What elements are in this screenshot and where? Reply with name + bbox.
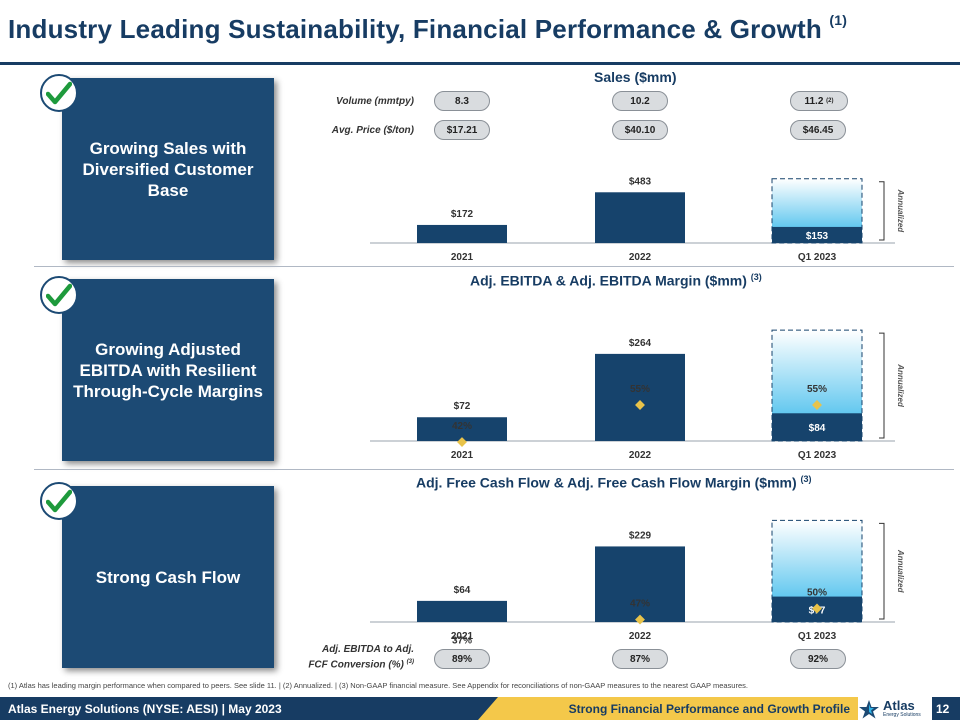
checkmark-icon: [40, 74, 78, 112]
price-pill-2022: $40.10: [612, 120, 668, 140]
footnote: (1) Atlas has leading margin performance…: [8, 681, 748, 690]
section-panel-sales: Growing Sales with Diversified Customer …: [62, 78, 274, 260]
section-divider: [34, 469, 954, 470]
x-tick-label: 2021: [451, 631, 474, 642]
annualized-bracket: [879, 332, 885, 439]
page-title: Industry Leading Sustainability, Financi…: [8, 12, 848, 44]
price-pill-q1-2023: $46.45: [790, 120, 846, 140]
title-divider: [0, 62, 960, 65]
conversion-pill-q1-2023: 92%: [790, 649, 846, 669]
x-tick-label: Q1 2023: [798, 631, 837, 642]
margin-label: 47%: [630, 599, 650, 610]
checkmark-icon: [40, 482, 78, 520]
section-panel-ebitda: Growing Adjusted EBITDA with Resilient T…: [62, 279, 274, 461]
conversion-row-label: Adj. EBITDA to Adj. FCF Conversion (%) (3…: [308, 644, 414, 671]
annualized-label: Annualized: [896, 363, 905, 408]
section-label-ebitda: Growing Adjusted EBITDA with Resilient T…: [73, 339, 263, 401]
bar-value-label: $172: [451, 209, 474, 220]
star-icon: [859, 699, 879, 718]
section-label-cashflow: Strong Cash Flow: [95, 567, 241, 587]
bar-2021: [417, 600, 507, 622]
fcf-chart-title: Adj. Free Cash Flow & Adj. Free Cash Flo…: [416, 474, 812, 491]
x-tick-label: Q1 2023: [798, 450, 837, 461]
bar-value-label: $153: [806, 231, 829, 242]
annualized-bracket: [879, 181, 885, 241]
margin-label: 42%: [452, 421, 472, 432]
page-number: 12: [936, 702, 950, 716]
volume-pill-2022: 10.2: [612, 91, 668, 111]
margin-label: 55%: [630, 384, 650, 395]
x-tick-label: 2021: [451, 450, 474, 461]
conversion-pill-2022: 87%: [612, 649, 668, 669]
sales-chart-title: Sales ($mm): [594, 69, 677, 85]
annualized-bracket: [879, 522, 885, 620]
bar-2022: [595, 546, 685, 622]
bar-q1-2023: [772, 226, 862, 243]
section-label-sales: Growing Sales with Diversified Customer …: [82, 138, 254, 200]
checkmark-icon: [40, 276, 78, 314]
annualized-label: Annualized: [896, 549, 905, 594]
volume-row-label: Volume (mmtpy): [336, 96, 414, 107]
margin-marker: [812, 603, 822, 614]
bar-value-label: $264: [629, 338, 652, 349]
conversion-pill-2021: 89%: [434, 649, 490, 669]
margin-marker: [812, 400, 822, 410]
margin-marker: [635, 614, 645, 625]
atlas-logo: Atlas Energy Solutions: [858, 697, 932, 720]
annualized-label: Annualized: [896, 189, 905, 234]
bar-q1-2023: [772, 413, 862, 441]
bar-2021: [417, 417, 507, 441]
sales-bar-chart: $172 2021 $483 2022 Annualized $153 Q1 2023: [370, 176, 905, 263]
bar-value-label: $72: [454, 401, 471, 412]
section-divider: [34, 266, 954, 267]
footer-section-banner: Strong Financial Performance and Growth …: [478, 697, 898, 720]
bar-2022: [595, 353, 685, 441]
section-panel-cashflow: Strong Cash Flow: [62, 486, 274, 668]
bar-value-label: $483: [629, 176, 652, 187]
x-tick-label: Q1 2023: [798, 252, 837, 263]
bar-value-label: $84: [809, 423, 826, 434]
ebitda-chart-title: Adj. EBITDA & Adj. EBITDA Margin ($mm) (…: [470, 272, 762, 289]
x-tick-label: 2022: [629, 631, 652, 642]
margin-label: 55%: [807, 384, 827, 395]
bar-value-label: $64: [454, 585, 471, 596]
bar-2021: [417, 224, 507, 243]
margin-label: 50%: [807, 588, 827, 599]
bar-2022: [595, 192, 685, 243]
margin-label: 37%: [452, 636, 472, 645]
footer-section-title: Strong Financial Performance and Growth …: [568, 702, 850, 716]
bar-value-label: $229: [629, 530, 652, 541]
footer-company: Atlas Energy Solutions (NYSE: AESI) | Ma…: [8, 702, 282, 716]
volume-pill-2021: 8.3: [434, 91, 490, 111]
margin-marker: [635, 400, 645, 410]
ebitda-bar-chart: $72 2021 42% $264 2022 55% Annualized $84 Q1 202…: [370, 329, 905, 461]
x-tick-label: 2022: [629, 450, 652, 461]
x-tick-label: 2021: [451, 252, 474, 263]
margin-marker: [457, 437, 467, 447]
price-pill-2021: $17.21: [434, 120, 490, 140]
price-row-label: Avg. Price ($/ton): [331, 125, 414, 136]
x-tick-label: 2022: [629, 252, 652, 263]
volume-pill-q1-2023: 11.2 (2): [790, 91, 848, 111]
